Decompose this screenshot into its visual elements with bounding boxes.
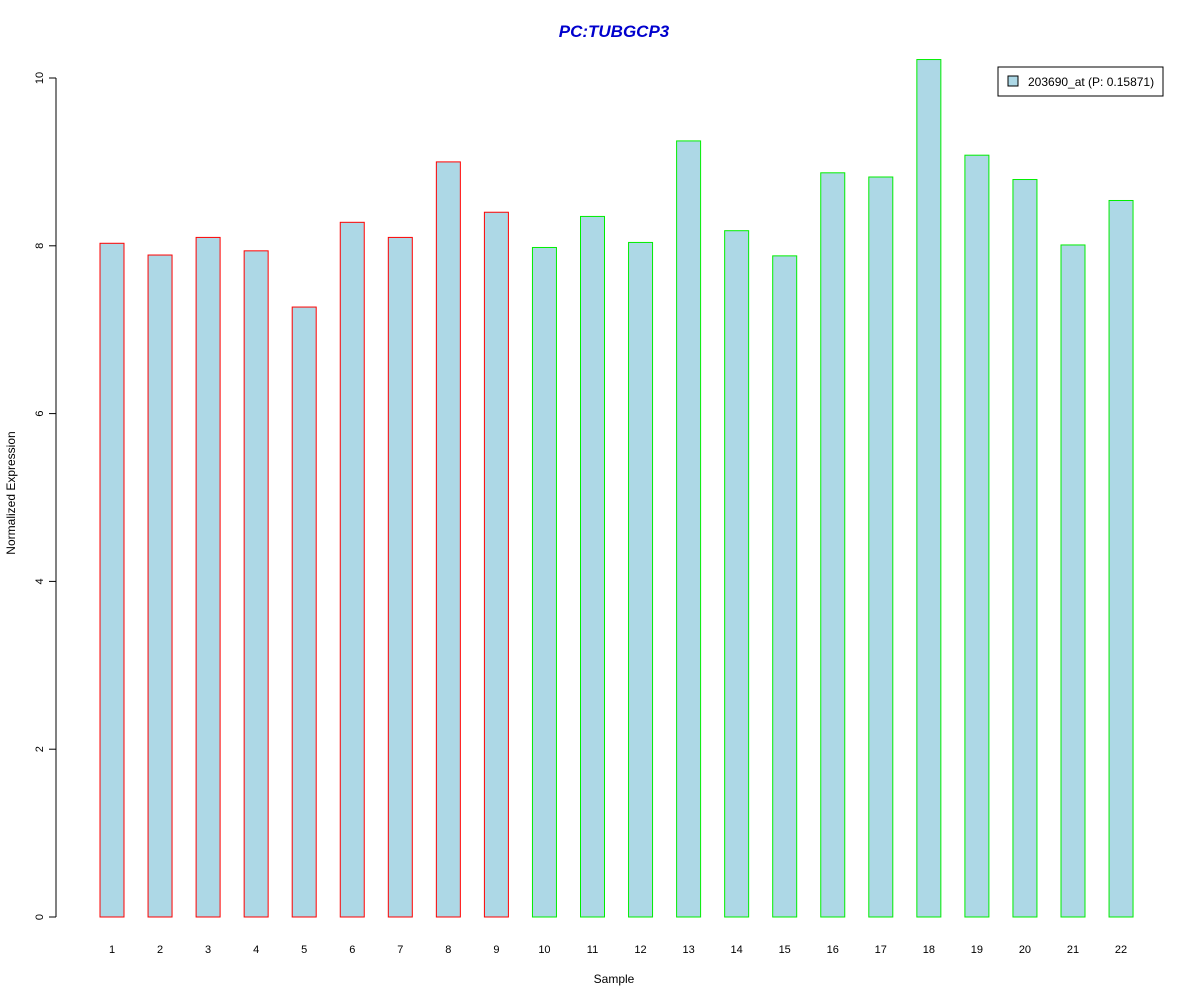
y-tick-label: 6	[34, 411, 46, 417]
x-tick-label: 12	[634, 944, 646, 956]
x-tick-label: 11	[587, 944, 598, 956]
x-tick-label: 21	[1067, 944, 1079, 956]
bar	[1012, 179, 1038, 918]
x-axis-tick-labels: 1 2 3 4 5 6 7 8 9 10 11 12 13 14 15 16 17 18 19 20 21 22	[109, 944, 1127, 956]
bar	[772, 255, 798, 918]
x-tick-label: 22	[1115, 944, 1127, 956]
y-tick-label: 8	[34, 243, 46, 249]
x-tick-label: 9	[493, 944, 499, 956]
bars-group	[99, 59, 1134, 918]
bar	[676, 140, 702, 918]
x-tick-label: 20	[1019, 944, 1031, 956]
bar	[147, 254, 173, 918]
x-tick-label: 13	[682, 944, 694, 956]
x-tick-label: 10	[538, 944, 550, 956]
x-tick-label: 4	[253, 944, 259, 956]
x-tick-label: 19	[971, 944, 983, 956]
bar	[868, 176, 894, 918]
bar	[339, 221, 365, 918]
bar	[483, 211, 509, 918]
x-axis-label: Sample	[594, 972, 635, 986]
x-tick-label: 16	[827, 944, 839, 956]
bar	[1108, 199, 1134, 918]
x-tick-label: 1	[109, 944, 115, 956]
bar	[387, 236, 413, 918]
x-tick-label: 2	[157, 944, 163, 956]
y-axis-label: Normalized Expression	[4, 431, 18, 554]
x-tick-label: 14	[731, 944, 743, 956]
legend-label: 203690_at (P: 0.15871)	[1028, 75, 1154, 89]
y-axis-ticks: 0 2 4 6 8 10	[34, 72, 56, 920]
bar	[820, 172, 846, 918]
legend-swatch	[1007, 75, 1019, 87]
bar	[964, 154, 990, 918]
bar	[435, 161, 461, 918]
x-tick-label: 7	[397, 944, 403, 956]
y-tick-label: 2	[34, 746, 46, 752]
legend-box	[997, 66, 1164, 97]
y-tick-label: 4	[34, 578, 46, 584]
legend: 203690_at (P: 0.15871)	[997, 66, 1164, 97]
bar	[580, 215, 605, 918]
bar	[99, 242, 125, 918]
bar	[243, 250, 269, 918]
bar	[531, 246, 557, 918]
bar	[916, 59, 942, 918]
y-tick-label: 0	[34, 914, 46, 920]
bar	[1060, 244, 1086, 918]
x-tick-label: 8	[445, 944, 451, 956]
bar	[291, 306, 317, 918]
x-tick-label: 17	[875, 944, 887, 956]
x-tick-label: 18	[923, 944, 935, 956]
bar	[628, 241, 654, 918]
chart-title: PC:TUBGCP3	[559, 22, 670, 41]
bar	[195, 236, 221, 918]
x-tick-label: 5	[301, 944, 307, 956]
bar	[724, 230, 750, 918]
y-tick-label: 10	[34, 72, 46, 84]
x-tick-label: 15	[779, 944, 791, 956]
x-tick-label: 6	[349, 944, 355, 956]
x-tick-label: 3	[205, 944, 211, 956]
